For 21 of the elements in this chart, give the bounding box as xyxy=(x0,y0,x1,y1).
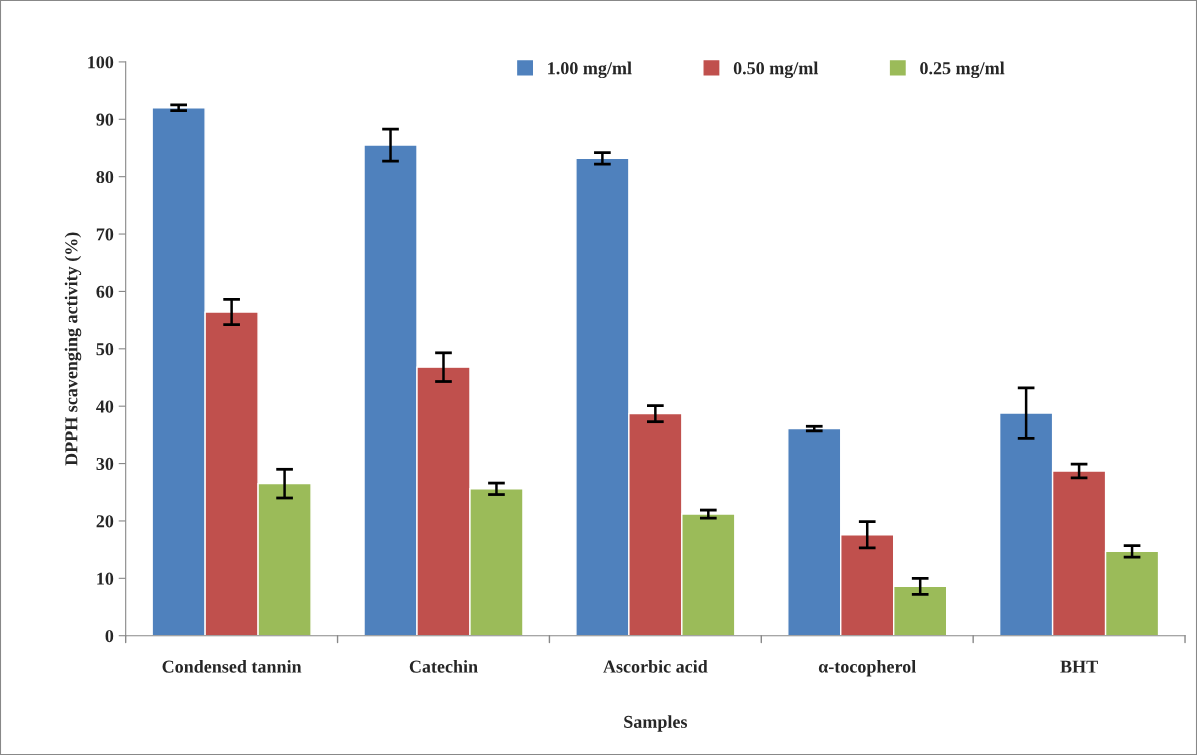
y-tick-label: 50 xyxy=(96,343,114,356)
y-tick-label: 100 xyxy=(88,56,114,69)
y-tick-label: 10 xyxy=(97,572,114,585)
legend-label: 1.00 mg/ml xyxy=(548,61,632,79)
y-tick-label: 20 xyxy=(96,515,114,528)
y-tick-label: 0 xyxy=(105,629,114,643)
y-axis-title: DPPH scavenging activity (%) xyxy=(64,232,82,466)
x-tick-label: Ascorbic acid xyxy=(603,660,708,673)
legend-label: 0.50 mg/ml xyxy=(733,61,819,79)
y-tick-label: 70 xyxy=(96,228,114,241)
x-tick-label: Condensed tannin xyxy=(162,660,302,673)
y-tick-label: 90 xyxy=(96,113,114,126)
y-tick-label: 80 xyxy=(96,170,114,184)
y-tick-label: 40 xyxy=(96,400,114,413)
x-tick-label: BHT xyxy=(1060,660,1098,673)
y-tick-label: 60 xyxy=(96,285,114,298)
legend-label: 0.25 mg/ml xyxy=(920,61,1005,79)
x-axis-title: Samples xyxy=(624,715,688,732)
x-tick-label: Catechin xyxy=(409,660,478,673)
y-tick-label: 30 xyxy=(96,457,114,471)
x-tick-label: α-tocopherol xyxy=(818,660,916,677)
